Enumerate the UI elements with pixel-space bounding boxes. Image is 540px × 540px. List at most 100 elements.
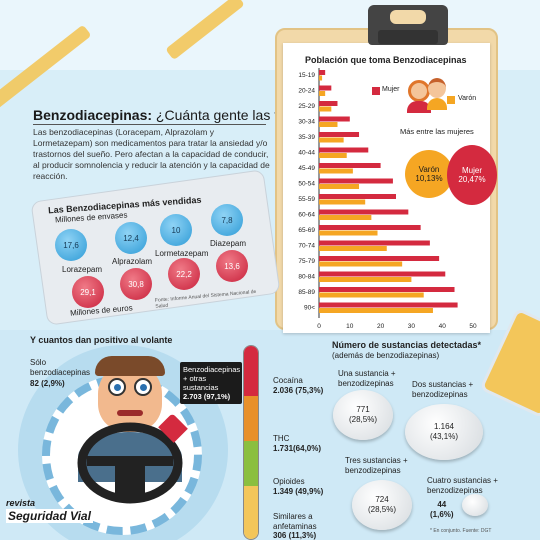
tablet-three: 724 (28,5%): [352, 480, 412, 530]
pill-packages-diazepam: 7,8: [211, 204, 243, 236]
age-tick-label: 30-34: [298, 119, 315, 126]
tablet-two: 1.164 (43,1%): [405, 404, 483, 460]
age-tick-label: 25-29: [298, 103, 315, 110]
bar-men: [319, 199, 366, 205]
gauge-segment-opioides: [244, 441, 258, 486]
bar-men: [319, 215, 372, 220]
gauge-segment-thc: [244, 396, 258, 441]
gauge-segment-anfetaminas: [244, 486, 258, 539]
pill-euros-lormetazepam: 22,2: [168, 258, 200, 290]
benzo-plus-value: 2.703 (97,1%): [183, 392, 231, 401]
bar-men: [319, 122, 338, 127]
pill-euros-lorazepam: 29,1: [72, 276, 104, 308]
bar-women: [319, 225, 421, 230]
detected-footnote: * En conjunto. Fuente: DGT: [430, 528, 492, 534]
substance-name-opioides: Opioides: [273, 477, 305, 486]
man-icon: [428, 78, 446, 98]
group-four-value: 44: [437, 500, 447, 509]
men-circle-label: Varón: [418, 165, 440, 174]
group-three-label: Tres sustancias + benzodizepinas: [345, 456, 408, 475]
bar-women: [319, 147, 369, 153]
right-pupil-icon: [140, 384, 147, 391]
bar-women: [319, 163, 381, 168]
man-body-icon: [427, 98, 447, 110]
tablet-four: [462, 494, 488, 516]
bar-women: [319, 302, 458, 308]
driver-hair-icon: [95, 356, 165, 376]
substance-value-opioides: 1.349 (49,9%): [273, 487, 324, 496]
age-tick-label: 35-39: [298, 134, 315, 141]
bar-women: [319, 287, 455, 292]
age-tick-label: 55-59: [298, 196, 315, 203]
legend-swatch-men: [447, 96, 455, 104]
brand-line1: revista: [6, 498, 36, 508]
group-four-text: 44 (1,6%): [430, 500, 454, 520]
legend-swatch-women: [372, 87, 380, 95]
benzo-plus-label: Benzodiacepinas + otras sustancias: [183, 365, 241, 392]
population-chart: 15-19 20-24 25-29 30-34 35-39 40-44 45-49 50-54…: [298, 68, 477, 330]
bar-men: [319, 75, 323, 81]
mouth-icon: [117, 410, 143, 416]
benzo-plus-box: Benzodiacepinas + otras sustancias 2.703…: [180, 362, 242, 404]
bar-women: [319, 209, 409, 215]
group-four-pct: (1,6%): [430, 510, 454, 519]
group-one-label: Una sustancia + benzodizepinas: [338, 369, 396, 388]
substance-value-cocaina: 2.036 (75,3%): [273, 386, 324, 395]
age-tick-label: 90<: [304, 305, 315, 312]
group-two-label: Dos sustancias + benzodizepinas: [412, 380, 474, 399]
men-circle-value: 10,13%: [415, 174, 443, 183]
only-benzo-label: Sólo benzodiacepinas: [30, 358, 91, 377]
bar-men: [319, 137, 344, 143]
x-tick-label: 30: [408, 323, 416, 330]
group-two-pct: (43,1%): [429, 432, 458, 441]
women-circle-value: 20,47%: [458, 175, 486, 184]
gauge-segment-cocaina: [244, 346, 258, 396]
pill-packages-lorazepam: 17,6: [55, 229, 87, 261]
title-main-text: Benzodiacepinas:: [33, 107, 153, 123]
clip-hole: [390, 10, 426, 24]
bar-men: [319, 168, 353, 174]
legend-men: Varón: [458, 95, 477, 102]
page-title: Benzodiacepinas: ¿Cuánta gente las toma?: [33, 107, 313, 123]
bar-men: [319, 184, 360, 189]
bar-women: [319, 70, 326, 75]
bar-women: [319, 271, 446, 277]
title-underline: [33, 124, 266, 125]
tablet-one: 771 (28,5%): [333, 390, 393, 440]
women-circle-label: Mujer: [461, 166, 482, 175]
x-tick-label: 50: [469, 323, 477, 330]
detected-title: Número de sustancias detectadas*: [332, 340, 482, 350]
steering-wheel-icon: [77, 422, 183, 504]
drug-label-alprazolam: Alprazolam: [112, 257, 153, 266]
more-women-note: Más entre las mujeres: [400, 127, 474, 136]
drivers-title: Y cuantos dan positivo al volante: [30, 335, 173, 345]
substance-name-anfetaminas: Similares a anfetaminas: [273, 512, 317, 531]
brand-logo: Seguridad Vial: [6, 509, 93, 523]
bar-women: [319, 132, 360, 137]
chart-title: Población que toma Benzodiacepinas: [305, 55, 467, 65]
only-benzo-value: 82 (2,9%): [30, 379, 65, 388]
age-tick-label: 60-64: [298, 212, 315, 219]
substance-value-thc: 1.731(64,0%): [273, 444, 322, 453]
bar-men: [319, 91, 326, 96]
age-tick-label: 45-49: [298, 165, 315, 172]
bar-women: [319, 116, 350, 122]
drug-label-lorazepam: Lorazepam: [62, 265, 103, 274]
x-tick-label: 10: [346, 323, 354, 330]
x-tick-label: 0: [317, 323, 321, 330]
bar-women: [319, 194, 396, 199]
age-tick-label: 75-79: [298, 258, 315, 265]
bar-men: [319, 106, 332, 112]
age-tick-label: 50-54: [298, 181, 315, 188]
legend-women: Mujer: [382, 86, 400, 93]
pill-packages-lormetazepam: 10: [160, 214, 192, 246]
clip-base: [378, 30, 438, 44]
group-four-label: Cuatro sustancias + benzodizepinas: [427, 476, 498, 495]
woman-body-icon: [407, 101, 431, 113]
age-tick-label: 65-69: [298, 227, 315, 234]
bar-women: [319, 85, 332, 91]
bar-men: [319, 261, 403, 267]
men-percentage-circle: Varón 10,13%: [405, 150, 453, 198]
women-percentage-circle: Mujer 20,47%: [447, 145, 497, 205]
bar-men: [319, 308, 433, 313]
